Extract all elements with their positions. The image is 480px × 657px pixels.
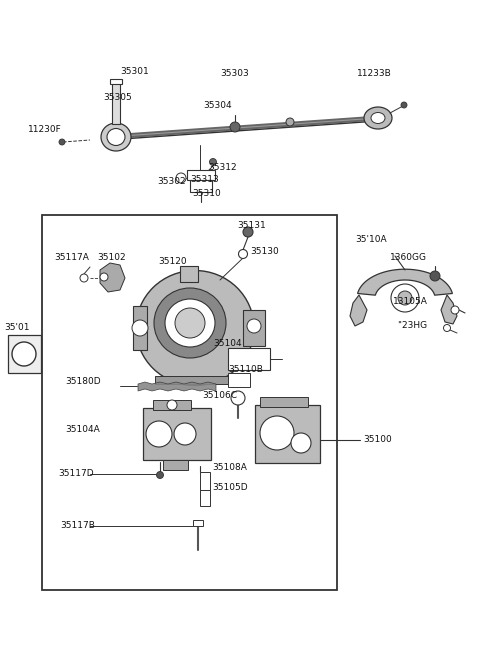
- Text: 35180D: 35180D: [65, 378, 101, 386]
- Circle shape: [80, 274, 88, 282]
- Circle shape: [209, 158, 216, 166]
- Text: 35310: 35310: [192, 189, 221, 198]
- Text: 35304: 35304: [203, 101, 232, 110]
- Circle shape: [231, 391, 245, 405]
- Bar: [260, 397, 308, 407]
- Circle shape: [230, 122, 240, 132]
- Text: 35117A: 35117A: [54, 254, 89, 263]
- Circle shape: [239, 250, 248, 258]
- Text: ''23HG: ''23HG: [397, 321, 427, 330]
- Text: 35102: 35102: [97, 254, 126, 263]
- Text: 35130: 35130: [250, 248, 279, 256]
- Bar: [228, 348, 270, 370]
- Circle shape: [444, 325, 451, 332]
- Bar: [112, 82, 120, 124]
- Circle shape: [451, 306, 459, 314]
- Bar: [155, 376, 235, 384]
- Polygon shape: [441, 295, 457, 324]
- Text: 35117B: 35117B: [60, 522, 95, 530]
- Text: 35120: 35120: [158, 258, 187, 267]
- Ellipse shape: [371, 112, 385, 124]
- Text: 35305: 35305: [103, 93, 132, 102]
- Bar: [193, 520, 203, 526]
- Ellipse shape: [101, 123, 131, 151]
- Circle shape: [398, 291, 412, 305]
- Text: 35'01: 35'01: [4, 323, 29, 332]
- Text: 35100: 35100: [363, 436, 392, 445]
- Circle shape: [59, 139, 65, 145]
- Circle shape: [260, 416, 294, 450]
- Circle shape: [391, 284, 419, 312]
- Circle shape: [291, 433, 311, 453]
- Circle shape: [174, 423, 196, 445]
- Text: 35302: 35302: [157, 177, 186, 187]
- Text: 35105D: 35105D: [212, 482, 248, 491]
- Ellipse shape: [364, 107, 392, 129]
- Bar: [228, 373, 250, 387]
- Bar: [180, 266, 198, 282]
- Ellipse shape: [136, 271, 254, 386]
- Bar: [190, 180, 212, 192]
- Text: 35104: 35104: [213, 340, 241, 348]
- Ellipse shape: [154, 288, 226, 358]
- Polygon shape: [358, 269, 453, 295]
- Circle shape: [430, 271, 440, 281]
- Circle shape: [12, 342, 36, 366]
- Bar: [187, 170, 215, 180]
- Bar: [8, 335, 41, 373]
- Ellipse shape: [175, 308, 205, 338]
- Bar: [163, 460, 188, 470]
- Ellipse shape: [107, 129, 125, 145]
- Circle shape: [401, 102, 407, 108]
- Circle shape: [243, 227, 253, 237]
- Circle shape: [100, 273, 108, 281]
- Circle shape: [132, 320, 148, 336]
- Text: 35108A: 35108A: [212, 463, 247, 472]
- Ellipse shape: [165, 299, 215, 347]
- Polygon shape: [100, 263, 125, 292]
- Bar: [200, 472, 210, 490]
- Text: 11230F: 11230F: [28, 125, 62, 135]
- Bar: [255, 405, 320, 463]
- Text: 35312: 35312: [208, 162, 237, 171]
- Bar: [143, 408, 211, 460]
- Polygon shape: [350, 295, 367, 326]
- Text: 35117D: 35117D: [58, 470, 94, 478]
- Circle shape: [167, 400, 177, 410]
- Text: 1360GG: 1360GG: [390, 254, 427, 263]
- Bar: [110, 79, 122, 84]
- Text: 35313: 35313: [190, 175, 219, 185]
- Text: 35301: 35301: [120, 68, 149, 76]
- Text: 13105A: 13105A: [393, 298, 428, 307]
- Text: 35'10A: 35'10A: [355, 235, 386, 244]
- Circle shape: [247, 319, 261, 333]
- Bar: [153, 400, 191, 410]
- Circle shape: [176, 173, 186, 183]
- Text: 35110B: 35110B: [228, 365, 263, 374]
- Circle shape: [146, 421, 172, 447]
- Text: 35104A: 35104A: [65, 426, 100, 434]
- Text: 35131: 35131: [237, 221, 266, 229]
- Bar: [243, 310, 265, 346]
- Bar: [200, 490, 210, 506]
- Bar: [42, 215, 337, 590]
- Circle shape: [156, 472, 164, 478]
- Text: 35303: 35303: [220, 68, 249, 78]
- Bar: [133, 306, 147, 350]
- Circle shape: [286, 118, 294, 126]
- Text: 11233B: 11233B: [357, 68, 392, 78]
- Text: 35106C: 35106C: [202, 390, 237, 399]
- Polygon shape: [138, 382, 216, 391]
